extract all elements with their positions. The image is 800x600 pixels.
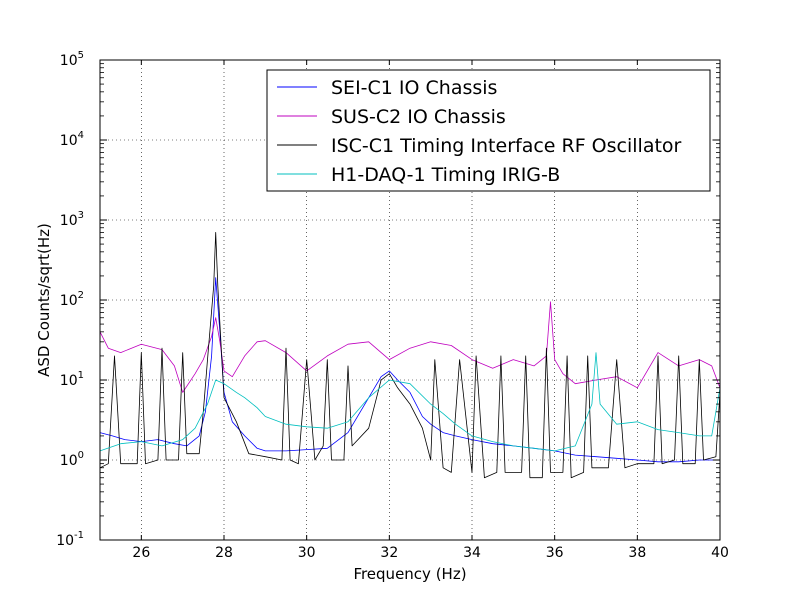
y-tick-label: 104 [60,130,84,149]
legend: SEI-C1 IO Chassis SUS-C2 IO Chassis ISC-C1… [266,69,711,192]
y-tick-label: 105 [60,50,84,69]
series-line-2 [99,301,721,393]
y-tick-label: 101 [60,370,84,389]
y-axis-label: ASD Counts/sqrt(Hz) [35,223,53,377]
y-tick-label: 100 [60,450,84,469]
axis-ticks: 26 28 30 32 34 36 38 40 10-1 100 101 102 103 104 105 [56,50,729,561]
series-layer [99,231,721,479]
x-tick-label: 30 [298,545,316,561]
series-line-3 [99,231,721,479]
x-tick-label: 32 [380,545,398,561]
legend-entry: H1-DAQ-1 Timing IRIG-B [331,164,560,186]
series-line-4 [99,352,721,452]
x-tick-label: 34 [463,545,481,561]
x-tick-label: 36 [546,545,564,561]
y-tick-label: 103 [60,210,84,229]
x-axis-label: Frequency (Hz) [353,565,466,583]
x-tick-label: 28 [215,545,233,561]
x-tick-label: 40 [711,545,729,561]
legend-entry: SUS-C2 IO Chassis [331,106,506,128]
legend-box [266,69,711,192]
legend-entry: SEI-C1 IO Chassis [331,77,497,99]
x-tick-label: 38 [628,545,646,561]
legend-entry: ISC-C1 Timing Interface RF Oscillator [331,135,682,157]
y-tick-label: 10-1 [56,530,84,549]
x-tick-label: 26 [132,545,150,561]
y-tick-label: 102 [60,290,84,309]
